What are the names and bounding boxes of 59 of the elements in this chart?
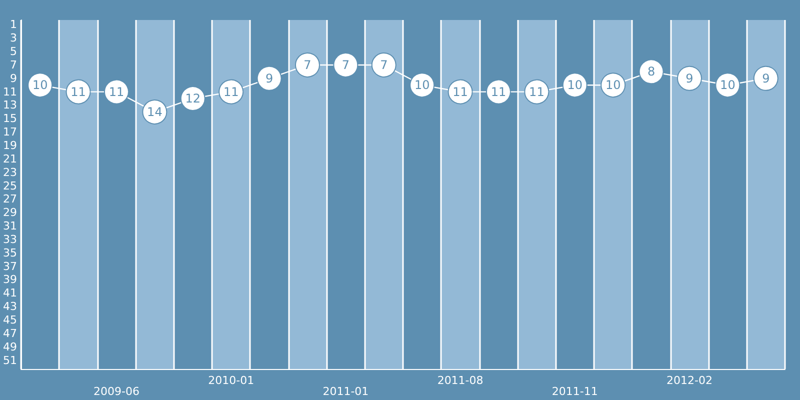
y-tick-label: 41 [2,286,17,300]
x-tick-label: 2011-08 [437,374,484,387]
point [753,66,778,91]
y-tick-label: 5 [10,45,17,58]
y-tick-label: 49 [2,340,17,354]
y-tick-label: 31 [2,220,17,233]
y-tick-label: 15 [2,112,17,126]
y-tick-label: 39 [2,273,17,286]
y-tick-label: 17 [2,126,17,139]
y-tick-label: 45 [2,314,17,327]
data-label: 8 [647,64,656,79]
x-tick-label: 2011-01 [322,385,369,398]
y-tick-label: 21 [2,152,17,166]
data-label: 7 [304,58,312,72]
y-tick-label: 3 [10,32,17,45]
point [677,66,702,91]
y-tick-label: 19 [2,139,17,152]
point [295,52,320,78]
data-label: 11 [452,84,468,99]
data-label: 9 [686,71,694,86]
y-tick-label: 1 [10,18,17,32]
data-label: 14 [147,104,162,119]
data-label: 10 [32,78,48,92]
data-label: 10 [567,78,583,92]
data-label: 10 [414,78,430,92]
data-label: 11 [490,84,506,99]
y-tick-label: 23 [2,166,17,179]
point [638,59,664,84]
y-tick-label: 7 [10,58,17,72]
data-label: 11 [529,84,544,99]
x-tick-label: 2011-11 [552,385,598,398]
y-tick-label: 37 [2,260,17,273]
y-tick-label: 29 [2,206,17,220]
data-label: 11 [70,84,86,99]
point [256,66,282,91]
y-tick-label: 43 [2,300,17,314]
data-label: 10 [720,78,736,92]
data-label: 11 [223,84,239,99]
y-tick-label: 33 [2,232,17,246]
y-tick-label: 13 [2,98,17,112]
data-label: 10 [605,78,621,92]
data-label: 9 [762,71,770,86]
point [333,52,358,78]
data-label: 9 [265,71,274,86]
y-tick-label: 51 [2,354,17,367]
data-label: 11 [108,84,124,99]
y-tick-label: 25 [2,179,17,192]
data-label: 12 [185,92,201,106]
y-tick-label: 11 [2,85,17,98]
x-tick-label: 2012-02 [666,374,712,387]
data-label: 7 [380,58,388,72]
y-tick-label: 35 [2,246,17,260]
y-tick-label: 47 [2,326,17,340]
y-tick-label: 27 [2,192,17,206]
y-tick-label: 9 [10,72,17,85]
x-tick-label: 2009-06 [94,385,140,398]
point [371,52,396,78]
x-tick-label: 2010-01 [208,374,254,387]
data-label: 7 [342,58,350,72]
